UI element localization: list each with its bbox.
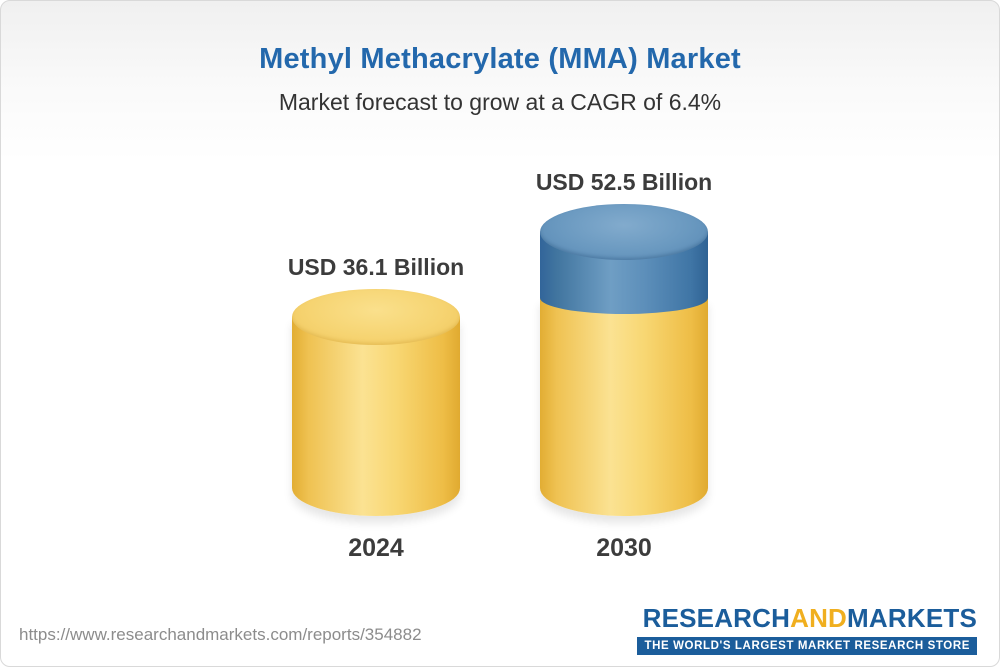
report-url: https://www.researchandmarkets.com/repor… <box>19 625 422 644</box>
bar-2030-base-segment <box>540 298 708 516</box>
logo-tagline: THE WORLD'S LARGEST MARKET RESEARCH STOR… <box>636 637 977 655</box>
logo-word-markets: MARKETS <box>847 603 977 633</box>
chart-title: Methyl Methacrylate (MMA) Market <box>259 43 741 75</box>
research-and-markets-logo: RESEARCHANDMARKETS THE WORLD'S LARGEST M… <box>636 603 978 655</box>
bar-2024-top-ellipse <box>292 289 460 345</box>
value-label-2030: USD 52.5 Billion <box>535 169 713 195</box>
bar-2024-cylinder <box>292 289 460 516</box>
category-label-2030: 2030 <box>596 534 652 562</box>
chart-subtitle: Market forecast to grow at a CAGR of 6.4… <box>278 89 722 115</box>
logo-word-and: AND <box>790 603 848 633</box>
bar-2030-top-ellipse <box>540 204 708 260</box>
category-label-2024: 2024 <box>348 534 404 562</box>
value-label-2024: USD 36.1 Billion <box>287 254 465 280</box>
logo-word-research: RESEARCH <box>642 603 791 633</box>
bar-2024-body <box>292 317 460 516</box>
logo-wordmark: RESEARCHANDMARKETS <box>637 603 978 634</box>
bar-2030-cylinder <box>540 204 708 516</box>
